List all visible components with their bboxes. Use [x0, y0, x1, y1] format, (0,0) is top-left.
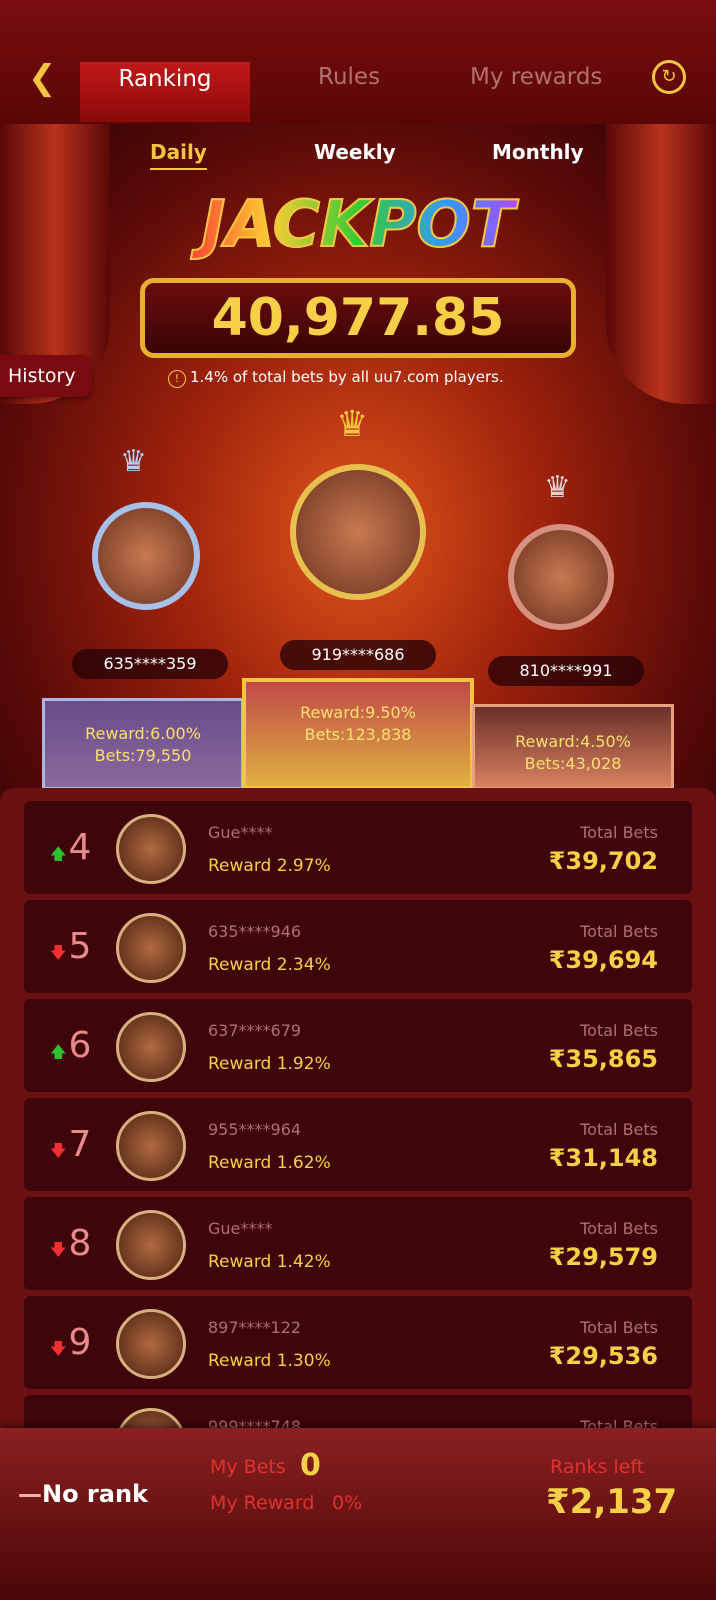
- avatar: [116, 1012, 186, 1082]
- total-bets-value: ₹35,865: [548, 1045, 658, 1073]
- podium-name-1: 919****686: [280, 640, 436, 670]
- player-reward: Reward 2.34%: [208, 955, 331, 975]
- tab-ranking[interactable]: Ranking: [80, 62, 250, 122]
- total-bets-label: Total Bets: [580, 823, 658, 842]
- podium-name-2: 635****359: [72, 649, 228, 679]
- podium-reward-2: Reward:6.00%: [85, 724, 201, 743]
- my-bets-value: 0: [300, 1448, 321, 1483]
- total-bets-value: ₹29,579: [548, 1243, 658, 1271]
- tab-my-rewards[interactable]: My rewards: [470, 64, 603, 90]
- total-bets-value: ₹31,148: [548, 1144, 658, 1172]
- arrow-up-icon: 🡅: [50, 844, 67, 863]
- player-name: 897****122: [208, 1318, 302, 1337]
- jackpot-title: JACKPOT: [180, 187, 536, 263]
- avatar: [116, 814, 186, 884]
- avatar: [116, 913, 186, 983]
- player-name: 955****964: [208, 1120, 302, 1139]
- ranking-list[interactable]: 🡅4 Gue**** Reward 2.97% Total Bets ₹39,702 🡇…: [0, 788, 716, 1488]
- player-reward: Reward 2.97%: [208, 856, 331, 876]
- avatar: [116, 1111, 186, 1181]
- podium-bets-1: Bets:123,838: [304, 725, 412, 744]
- player-reward: Reward 1.30%: [208, 1351, 331, 1371]
- rank-number: 🡅6: [50, 1025, 92, 1066]
- period-daily[interactable]: Daily: [150, 140, 207, 170]
- avatar: [116, 1309, 186, 1379]
- total-bets-value: ₹39,702: [548, 847, 658, 875]
- list-item[interactable]: 🡅4 Gue**** Reward 2.97% Total Bets ₹39,702: [24, 801, 692, 894]
- podium-bets-2: Bets:79,550: [94, 746, 192, 765]
- total-bets-label: Total Bets: [580, 1021, 658, 1040]
- arrow-down-icon: 🡇: [50, 1240, 67, 1259]
- crown-1-icon: ♛: [336, 404, 369, 445]
- total-bets-label: Total Bets: [580, 1120, 658, 1139]
- player-reward: Reward 1.92%: [208, 1054, 331, 1074]
- crown-3-icon: ♛: [544, 470, 571, 505]
- list-item[interactable]: 🡇5 635****946 Reward 2.34% Total Bets ₹39,69…: [24, 900, 692, 993]
- total-bets-label: Total Bets: [580, 1219, 658, 1238]
- back-chevron-icon[interactable]: ❮: [28, 58, 57, 98]
- player-reward: Reward 1.62%: [208, 1153, 331, 1173]
- my-reward-label: My Reward: [210, 1492, 315, 1514]
- rank-number: 🡇8: [50, 1223, 92, 1264]
- total-bets-label: Total Bets: [580, 922, 658, 941]
- history-button[interactable]: History: [0, 355, 92, 397]
- top-bar: ❮ Ranking Rules My rewards ↻: [0, 0, 716, 124]
- player-name: 637****679: [208, 1021, 302, 1040]
- avatar: [116, 1210, 186, 1280]
- list-item[interactable]: 🡅6 637****679 Reward 1.92% Total Bets ₹35,86…: [24, 999, 692, 1092]
- list-item[interactable]: 🡇8 Gue**** Reward 1.42% Total Bets ₹29,579: [24, 1197, 692, 1290]
- rank-number: 🡇5: [50, 926, 92, 967]
- arrow-down-icon: 🡇: [50, 1141, 67, 1160]
- podium-block-1: Reward:9.50% Bets:123,838: [242, 678, 474, 790]
- avatar-rank-3: [508, 524, 614, 630]
- podium-reward-3: Reward:4.50%: [515, 732, 631, 751]
- my-bets-label: My Bets: [210, 1456, 286, 1478]
- my-rank: —No rank: [18, 1480, 149, 1508]
- podium-reward-1: Reward:9.50%: [300, 703, 416, 722]
- curtain-right: [606, 124, 716, 404]
- player-reward: Reward 1.42%: [208, 1252, 331, 1272]
- podium-name-3: 810****991: [488, 656, 644, 686]
- rank-number: 🡇7: [50, 1124, 92, 1165]
- player-name: Gue****: [208, 1219, 273, 1238]
- jackpot-note: ! 1.4% of total bets by all uu7.com playe…: [168, 368, 504, 388]
- arrow-down-icon: 🡇: [50, 1339, 67, 1358]
- period-weekly[interactable]: Weekly: [314, 140, 396, 164]
- avatar-rank-2: [92, 502, 200, 610]
- total-bets-label: Total Bets: [580, 1318, 658, 1337]
- my-rank-footer: —No rank My Bets 0 My Reward 0% Ranks le…: [0, 1428, 716, 1600]
- jackpot-amount: 40,977.85: [140, 278, 576, 358]
- list-item[interactable]: 🡇9 897****122 Reward 1.30% Total Bets ₹29,53…: [24, 1296, 692, 1389]
- arrow-up-icon: 🡅: [50, 1042, 67, 1061]
- total-bets-value: ₹39,694: [548, 946, 658, 974]
- avatar-rank-1: [290, 464, 426, 600]
- podium-block-3: Reward:4.50% Bets:43,028: [472, 704, 674, 790]
- total-bets-value: ₹29,536: [548, 1342, 658, 1370]
- player-name: 635****946: [208, 922, 302, 941]
- rank-number: 🡅4: [50, 827, 92, 868]
- ranks-left-value: ₹2,137: [546, 1482, 678, 1522]
- rank-number: 🡇9: [50, 1322, 92, 1363]
- period-monthly[interactable]: Monthly: [492, 140, 584, 164]
- my-reward-value: 0%: [332, 1492, 363, 1514]
- player-name: Gue****: [208, 823, 273, 842]
- jackpot-note-text: 1.4% of total bets by all uu7.com player…: [190, 368, 504, 386]
- podium-block-2: Reward:6.00% Bets:79,550: [42, 698, 244, 790]
- tab-rules[interactable]: Rules: [318, 64, 381, 90]
- crown-2-icon: ♛: [120, 444, 147, 479]
- refresh-icon[interactable]: ↻: [652, 60, 686, 94]
- arrow-down-icon: 🡇: [50, 943, 67, 962]
- podium-bets-3: Bets:43,028: [524, 754, 622, 773]
- info-icon: !: [168, 370, 186, 388]
- list-item[interactable]: 🡇7 955****964 Reward 1.62% Total Bets ₹31,14…: [24, 1098, 692, 1191]
- ranks-left-label: Ranks left: [550, 1456, 645, 1478]
